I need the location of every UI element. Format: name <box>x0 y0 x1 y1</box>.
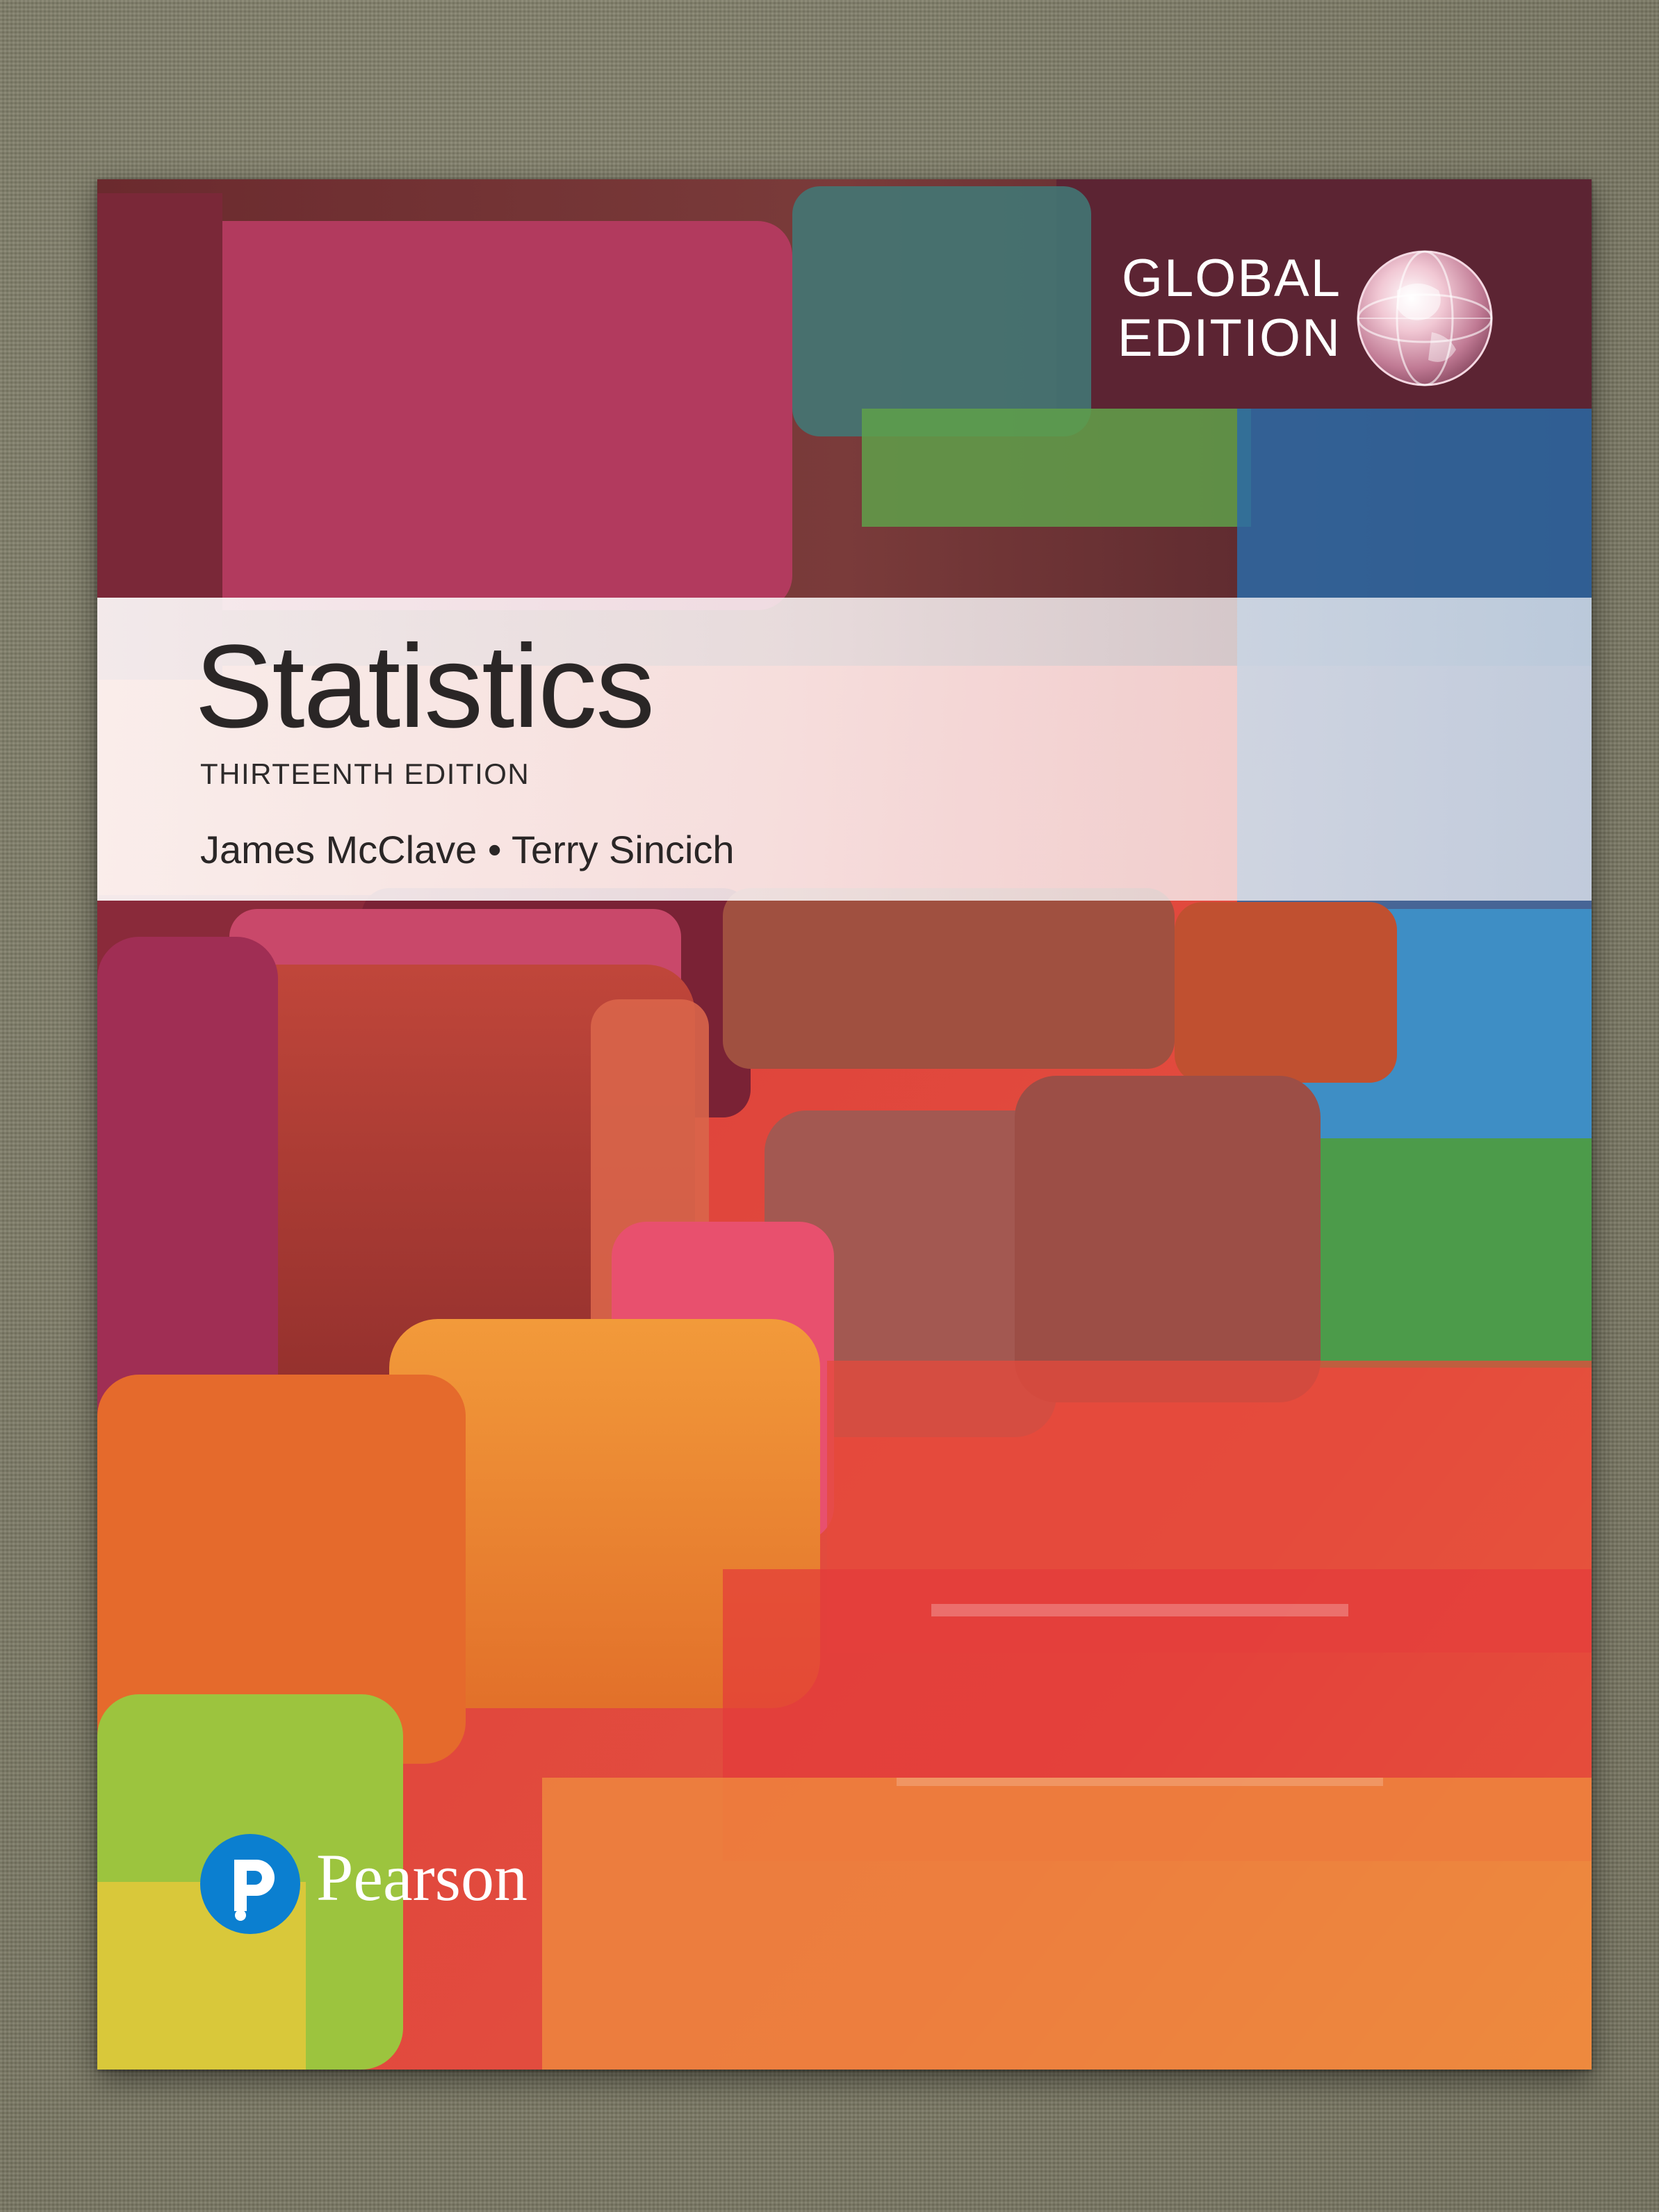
edition-label: THIRTEENTH EDITION <box>200 757 530 790</box>
chalk-pastels-photo <box>97 179 1592 2070</box>
globe-icon <box>1357 250 1493 386</box>
pearson-logo-icon <box>200 1834 300 1934</box>
global-edition-line2: EDITION <box>1117 309 1341 368</box>
authors: James McClave • Terry Sincich <box>200 828 735 871</box>
title-band <box>97 598 1592 901</box>
book-title: Statistics <box>195 621 655 753</box>
global-edition-line1: GLOBAL <box>1121 249 1341 308</box>
global-edition-badge: GLOBAL EDITION <box>1105 249 1508 388</box>
global-edition-text: GLOBAL EDITION <box>1118 249 1341 368</box>
publisher-name: Pearson <box>316 1840 528 1915</box>
book-cover: Statistics THIRTEENTH EDITION James McCl… <box>97 179 1592 2070</box>
publisher-logo: Pearson <box>198 1832 615 1943</box>
